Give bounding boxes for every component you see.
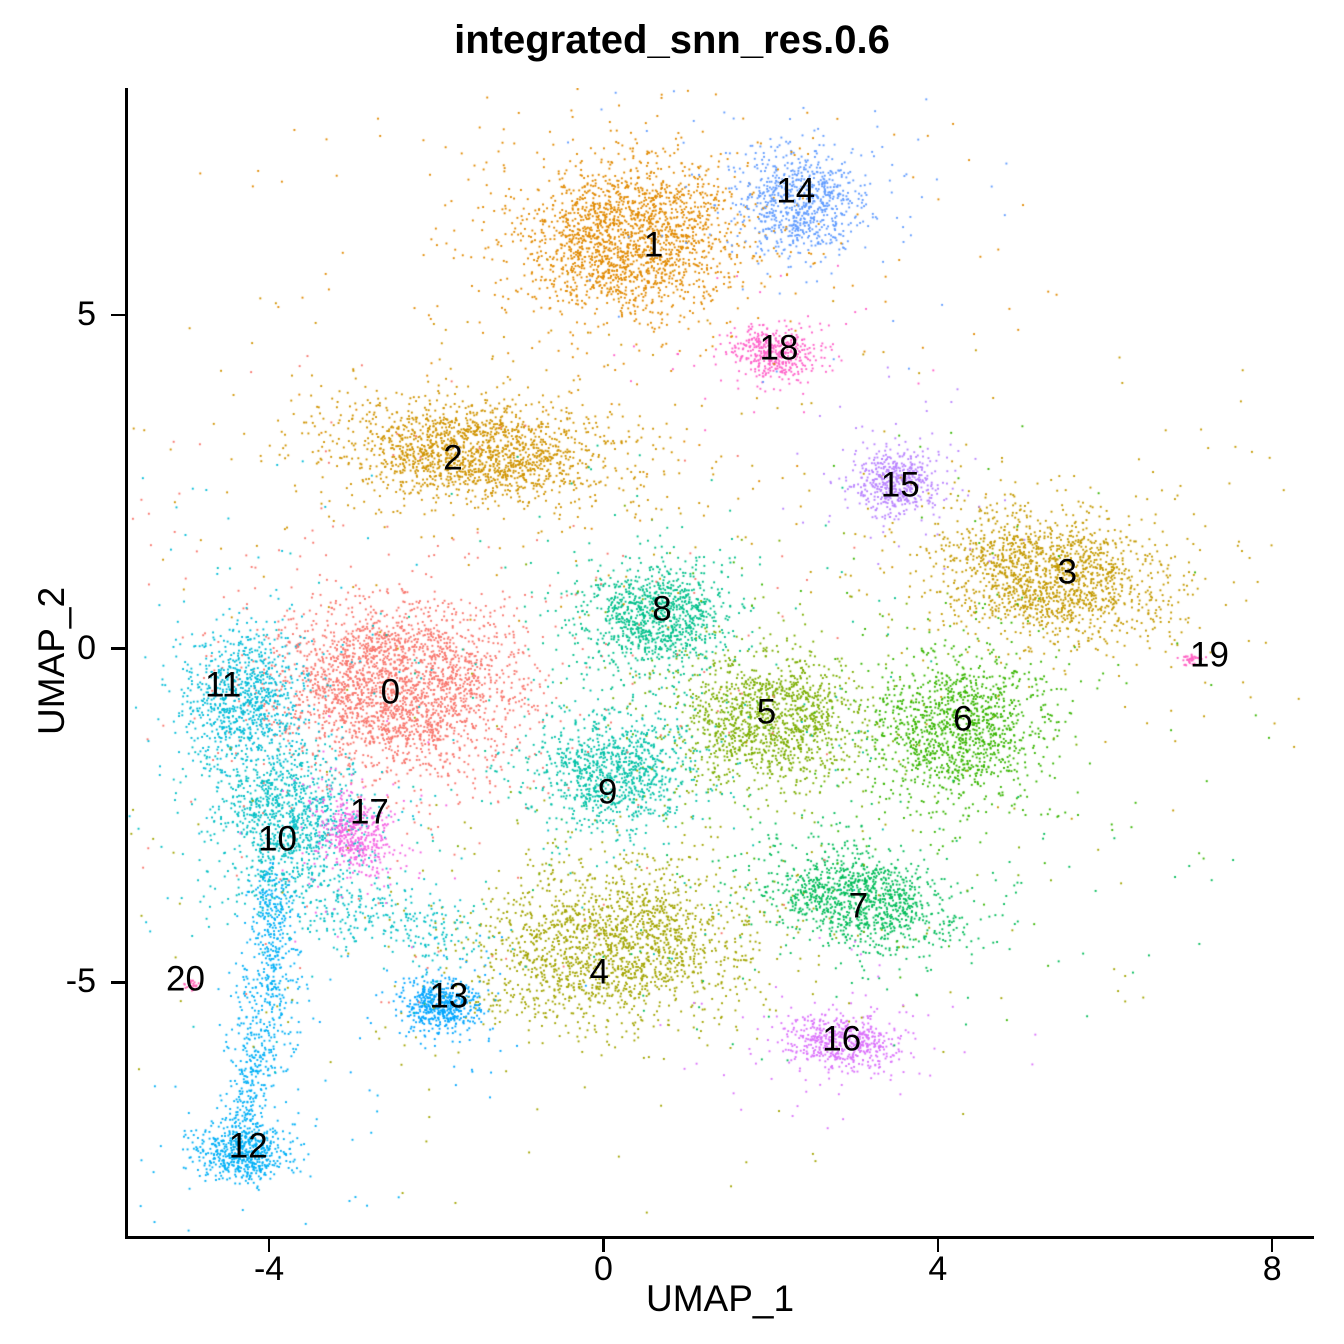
x-tick-mark [267,1238,271,1252]
y-tick-mark [111,647,125,650]
y-axis-label: UMAP_2 [31,586,72,736]
umap-scatter-plot [127,88,1314,1236]
x-tick-label: 8 [1262,1250,1282,1288]
y-tick-mark [111,981,125,984]
y-tick-label: 5 [77,294,96,333]
page-title: integrated_snn_res.0.6 [454,18,890,62]
y-tick-mark [111,313,125,317]
x-tick-label: 0 [594,1250,613,1288]
x-axis-label: UMAP_1 [645,1278,795,1319]
x-tick-mark [1270,1238,1274,1252]
x-tick-label: -4 [253,1250,285,1288]
x-tick-mark [936,1238,940,1252]
x-tick-label: 4 [928,1250,948,1288]
y-tick-label: 0 [77,628,96,667]
y-tick-label: -5 [65,962,96,1001]
x-axis-line [125,1236,1314,1239]
y-axis-line [125,88,128,1236]
x-tick-mark [602,1238,605,1252]
